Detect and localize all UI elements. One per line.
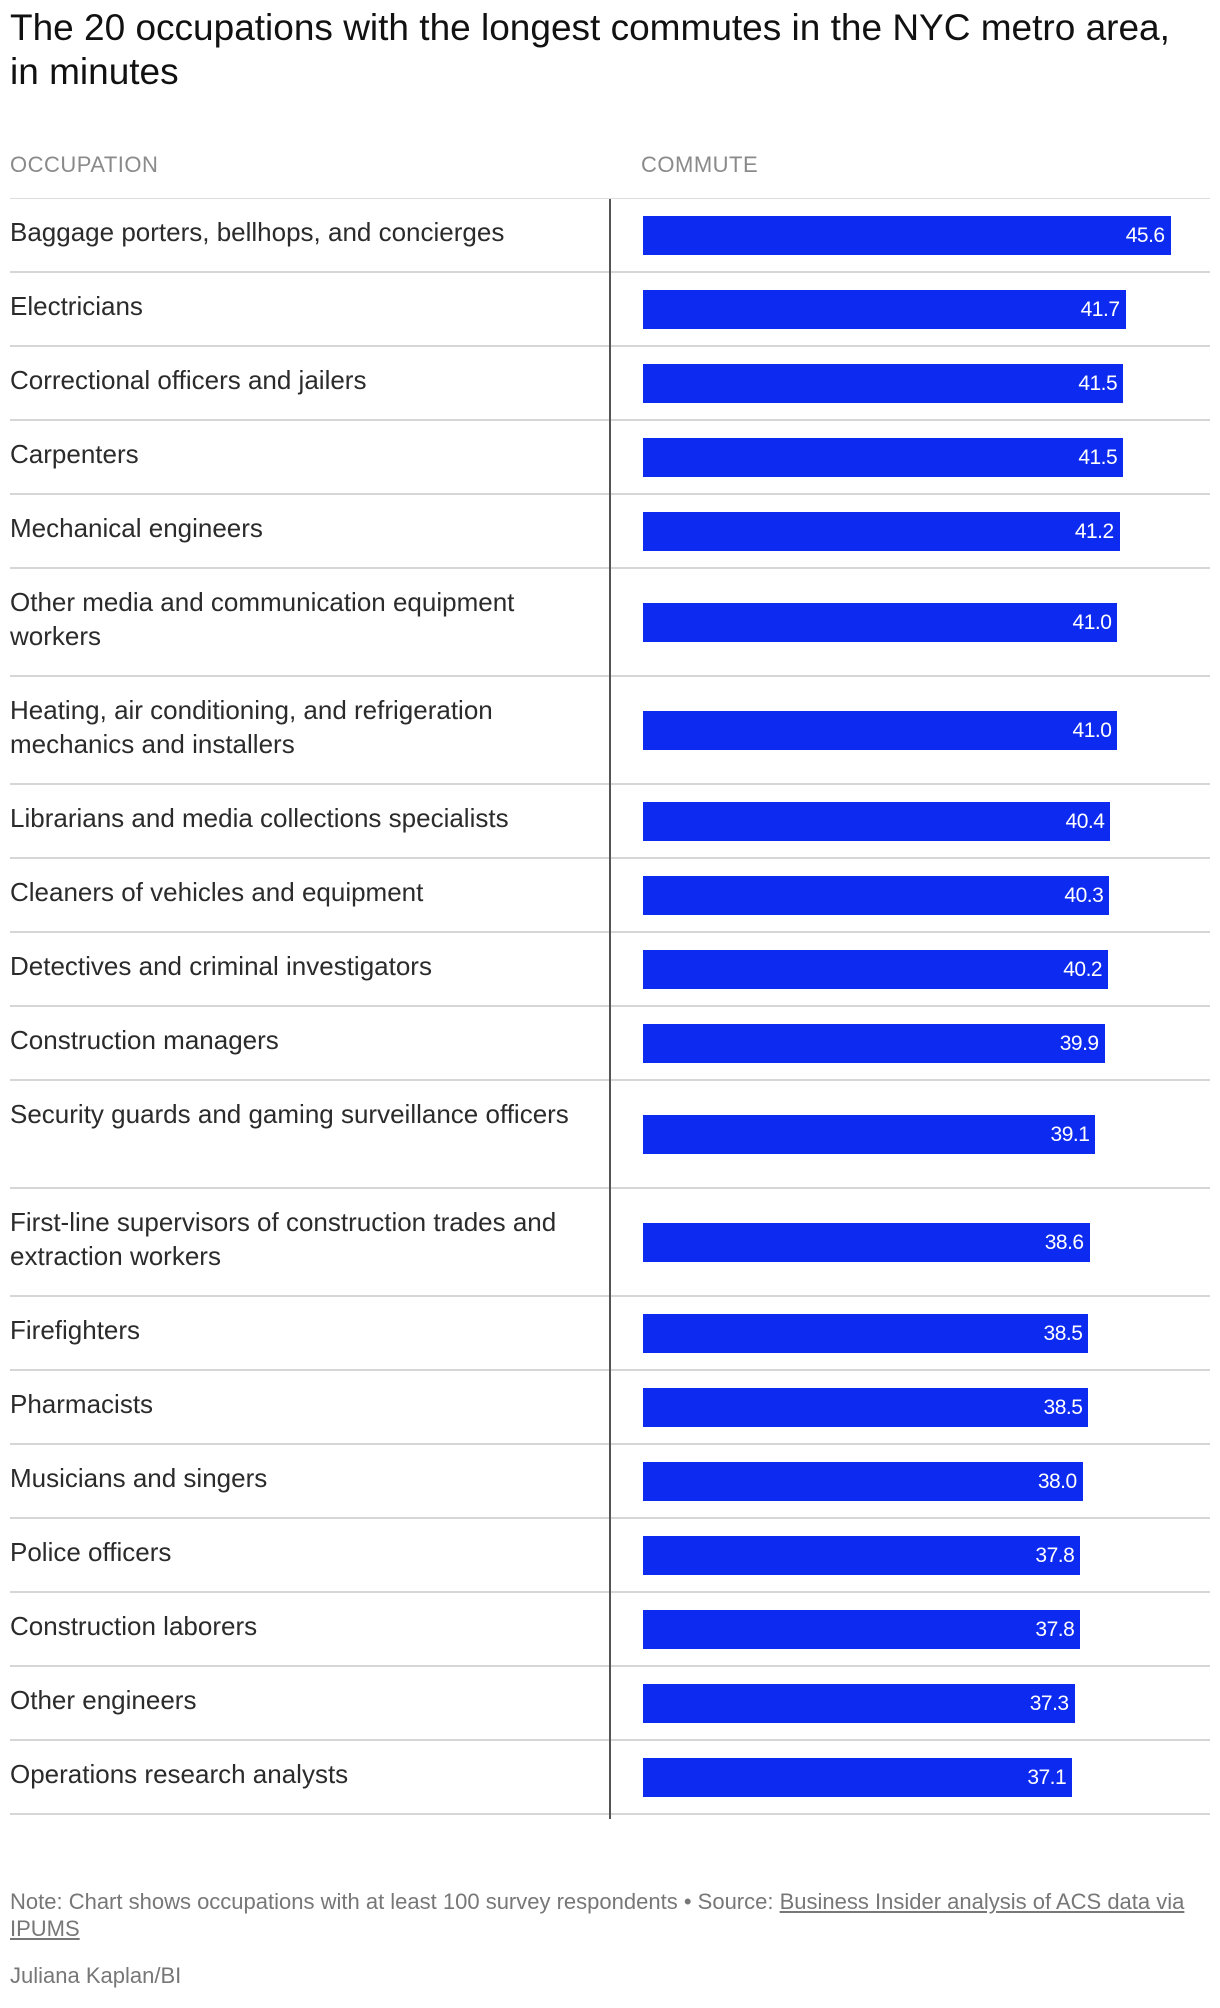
bar: 39.9 bbox=[643, 1023, 1105, 1063]
bar-value-label: 38.6 bbox=[1044, 1230, 1084, 1254]
bar: 38.6 bbox=[643, 1222, 1090, 1262]
category-label: Librarians and media collections special… bbox=[10, 803, 509, 833]
category-label: Construction managers bbox=[10, 1025, 279, 1055]
bar: 37.8 bbox=[643, 1535, 1081, 1575]
category-label: Firefighters bbox=[10, 1315, 141, 1345]
bar-value-label: 37.8 bbox=[1035, 1617, 1075, 1641]
category-label: Heating, air conditioning, and refrigera… bbox=[10, 695, 493, 759]
bar-value-label: 37.1 bbox=[1027, 1765, 1067, 1789]
bar: 37.8 bbox=[643, 1609, 1081, 1649]
bar-value-label: 45.6 bbox=[1125, 223, 1165, 247]
chart-title: The 20 occupations with the longest comm… bbox=[10, 7, 1170, 92]
category-label: First-line supervisors of construction t… bbox=[10, 1207, 557, 1271]
bar: 41.2 bbox=[643, 511, 1120, 551]
bar-value-label: 39.1 bbox=[1050, 1122, 1090, 1146]
bar-value-label: 38.5 bbox=[1043, 1395, 1083, 1419]
bar-value-label: 41.0 bbox=[1072, 718, 1112, 742]
category-label: Pharmacists bbox=[10, 1389, 154, 1419]
category-label: Cleaners of vehicles and equipment bbox=[10, 877, 424, 907]
bar-value-label: 37.8 bbox=[1035, 1543, 1075, 1567]
bar-value-label: 40.3 bbox=[1064, 883, 1104, 907]
source-prefix: Source: bbox=[697, 1889, 774, 1914]
bar: 37.1 bbox=[643, 1757, 1073, 1797]
bar-value-label: 41.5 bbox=[1078, 371, 1118, 395]
bar-row: Police officers 37.8 bbox=[10, 1519, 1210, 1593]
category-label: Security guards and gaming surveillance … bbox=[10, 1099, 569, 1129]
bar-value-label: 41.0 bbox=[1072, 610, 1112, 634]
bar-value-label: 38.0 bbox=[1037, 1469, 1077, 1493]
bar: 40.3 bbox=[643, 875, 1110, 915]
bar: 41.0 bbox=[643, 710, 1118, 750]
bar: 41.5 bbox=[643, 437, 1124, 477]
bar: 38.5 bbox=[643, 1387, 1089, 1427]
bar-value-label: 41.2 bbox=[1074, 519, 1114, 543]
bar: 41.7 bbox=[643, 289, 1126, 329]
bar: 45.6 bbox=[643, 215, 1171, 255]
bar-value-label: 41.7 bbox=[1080, 297, 1120, 321]
bar: 38.5 bbox=[643, 1313, 1089, 1353]
category-label: Police officers bbox=[10, 1537, 172, 1567]
bar-row: Detectives and criminal investigators 40.… bbox=[10, 933, 1210, 1007]
bar-row: Baggage porters, bellhops, and concierge… bbox=[10, 199, 1210, 273]
bar: 38.0 bbox=[643, 1461, 1083, 1501]
source-link[interactable]: Business Insider analysis of ACS data vi… bbox=[10, 1889, 1185, 1941]
bar-value-label: 40.4 bbox=[1065, 809, 1105, 833]
note-separator: • bbox=[683, 1889, 692, 1914]
category-label: Other engineers bbox=[10, 1685, 197, 1715]
category-label: Detectives and criminal investigators bbox=[10, 951, 432, 981]
category-label: Operations research analysts bbox=[10, 1759, 349, 1789]
category-label: Other media and communication equipment … bbox=[10, 587, 515, 651]
category-label: Electricians bbox=[10, 291, 143, 321]
column-header-occupation: OCCUPATION bbox=[10, 152, 159, 177]
bar-row: Other media and communication equipment … bbox=[10, 569, 1210, 677]
category-label: Musicians and singers bbox=[10, 1463, 268, 1493]
bar-value-label: 41.5 bbox=[1078, 445, 1118, 469]
column-header-commute: COMMUTE bbox=[641, 152, 759, 177]
note-text: Note: Chart shows occupations with at le… bbox=[10, 1889, 678, 1914]
category-label: Mechanical engineers bbox=[10, 513, 263, 543]
bar: 40.4 bbox=[643, 801, 1111, 841]
bar-row: Heating, air conditioning, and refrigera… bbox=[10, 677, 1210, 785]
category-label: Construction laborers bbox=[10, 1611, 258, 1641]
bar-value-label: 38.5 bbox=[1043, 1321, 1083, 1345]
bar: 37.3 bbox=[643, 1683, 1075, 1723]
category-label: Carpenters bbox=[10, 439, 139, 469]
bar-value-label: 37.3 bbox=[1029, 1691, 1069, 1715]
bar: 39.1 bbox=[643, 1114, 1096, 1154]
bar-value-label: 39.9 bbox=[1059, 1031, 1099, 1055]
chart-credit: Juliana Kaplan/BI bbox=[10, 1963, 182, 1988]
category-label: Correctional officers and jailers bbox=[10, 365, 367, 395]
bar-row: First-line supervisors of construction t… bbox=[10, 1189, 1210, 1297]
category-label: Baggage porters, bellhops, and concierge… bbox=[10, 217, 505, 247]
axis-baseline bbox=[609, 199, 611, 1819]
bar-row: Other engineers 37.3 bbox=[10, 1667, 1210, 1741]
bar: 41.5 bbox=[643, 363, 1124, 403]
bar: 41.0 bbox=[643, 602, 1118, 642]
bar: 40.2 bbox=[643, 949, 1109, 989]
chart-note: Note: Chart shows occupations with at le… bbox=[10, 1888, 1210, 1942]
table-top-divider bbox=[10, 198, 1210, 199]
bar-value-label: 40.2 bbox=[1063, 957, 1103, 981]
